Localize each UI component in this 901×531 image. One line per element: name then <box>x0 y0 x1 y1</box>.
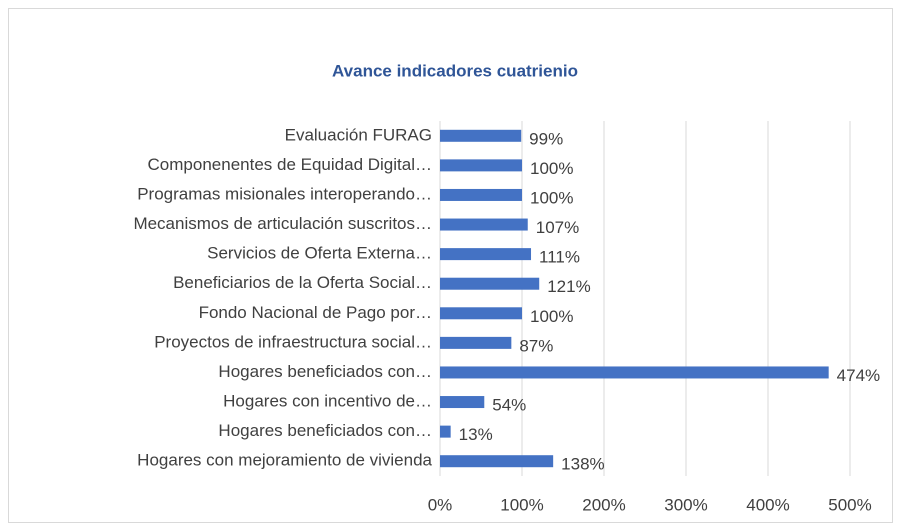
y-tick-label: Beneficiarios de la Oferta Social… <box>173 273 432 292</box>
data-label: 474% <box>837 366 880 385</box>
bar <box>440 425 451 438</box>
y-tick-label: Programas misionales interoperando… <box>137 184 432 203</box>
bar <box>440 248 532 261</box>
data-label: 121% <box>547 277 590 296</box>
x-tick-label: 500% <box>828 495 871 514</box>
bar <box>440 188 522 201</box>
y-tick-label: Evaluación FURAG <box>285 125 432 144</box>
x-tick-label: 0% <box>428 495 453 514</box>
bar <box>440 307 522 320</box>
y-tick-label: Componenentes de Equidad Digital… <box>148 155 432 174</box>
data-label: 100% <box>530 159 573 178</box>
bar <box>440 366 829 379</box>
bar <box>440 159 522 172</box>
bar <box>440 218 528 231</box>
x-tick-label: 400% <box>746 495 789 514</box>
y-tick-label: Hogares con mejoramiento de vivienda <box>137 451 432 470</box>
data-label: 13% <box>459 425 493 444</box>
data-label: 111% <box>539 248 580 267</box>
y-tick-label: Proyectos de infraestructura social… <box>154 332 432 351</box>
data-label: 54% <box>492 396 526 415</box>
data-label: 100% <box>530 188 573 207</box>
data-label: 99% <box>529 129 563 148</box>
x-tick-label: 200% <box>582 495 625 514</box>
data-label: 107% <box>536 218 579 237</box>
chart-title: Avance indicadores cuatrienio <box>332 61 578 80</box>
bar <box>440 336 512 349</box>
y-tick-label: Hogares con incentivo de… <box>223 392 432 411</box>
bar <box>440 129 522 142</box>
bar <box>440 455 554 468</box>
chart-frame <box>8 8 893 523</box>
data-label: 100% <box>530 307 573 326</box>
bar <box>440 277 540 290</box>
y-tick-label: Hogares beneficiados con… <box>218 421 432 440</box>
y-tick-label: Servicios de Oferta Externa… <box>207 244 432 263</box>
y-tick-label: Fondo Nacional de Pago por… <box>199 303 432 322</box>
y-tick-label: Mecanismos de articulación suscritos… <box>133 214 432 233</box>
data-label: 87% <box>519 336 553 355</box>
data-label: 138% <box>561 455 604 474</box>
x-tick-label: 300% <box>664 495 707 514</box>
bar <box>440 396 485 409</box>
y-tick-label: Hogares beneficiados con… <box>218 362 432 381</box>
x-tick-label: 100% <box>500 495 543 514</box>
